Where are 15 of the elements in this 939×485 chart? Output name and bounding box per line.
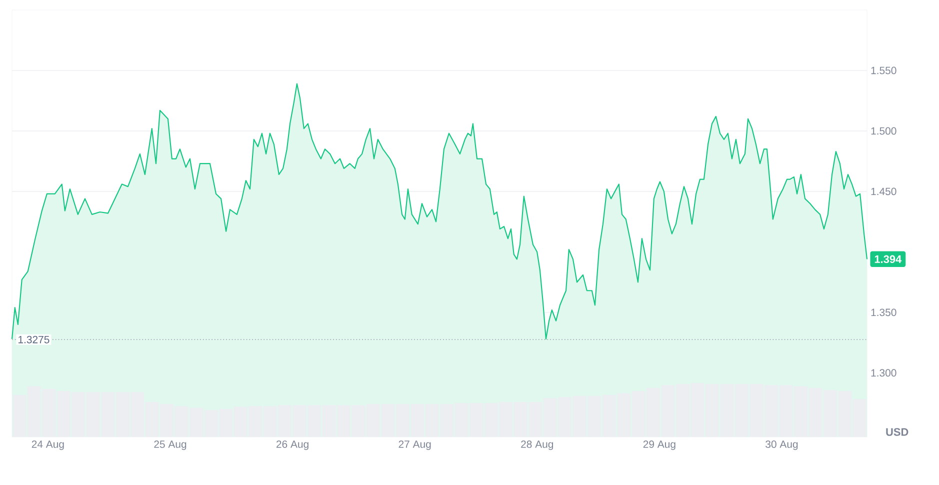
y-tick-label: 1.500: [871, 127, 896, 135]
y-tick-label: 1.450: [871, 188, 896, 196]
x-tick-label: 26 Aug: [276, 440, 308, 450]
y-tick-label: 1.350: [871, 308, 896, 316]
ref-line-label: 1.3275: [18, 336, 50, 344]
x-tick-label: 27 Aug: [398, 440, 431, 450]
x-tick-label: 30 Aug: [766, 440, 798, 450]
y-axis-title: USD: [886, 428, 908, 436]
x-tick-label: 28 Aug: [521, 440, 554, 450]
x-tick-label: 25 Aug: [154, 440, 186, 450]
y-tick-label: 1.300: [871, 369, 896, 377]
x-tick-label: 24 Aug: [32, 440, 64, 450]
y-tick-label: 1.550: [871, 66, 896, 74]
x-tick-label: 29 Aug: [643, 440, 676, 450]
annotation: 1.394: [874, 255, 902, 264]
